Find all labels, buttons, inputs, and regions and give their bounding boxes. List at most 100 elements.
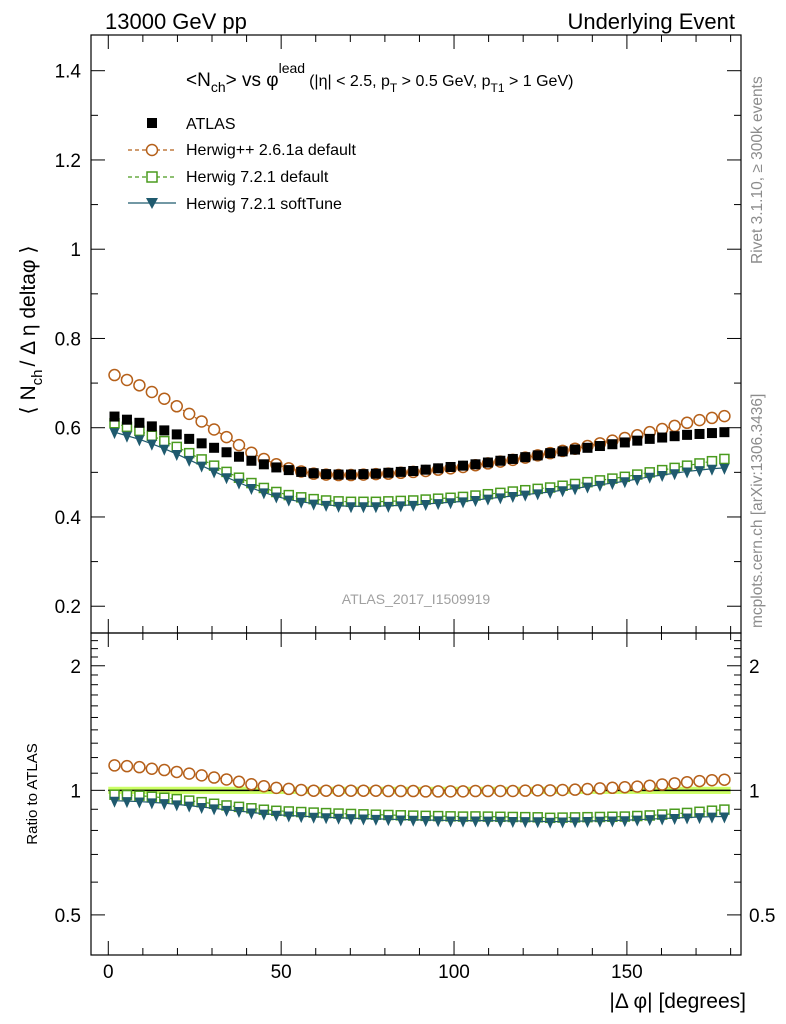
legend-marker-atlas <box>147 118 157 128</box>
data-point-herwigpp <box>158 763 171 777</box>
data-point-atlas <box>433 463 444 474</box>
legend-entry-herwigpp: Herwig++ 2.6.1a default <box>128 142 356 159</box>
plot-title: <Nch> vs φlead(|η| < 2.5, pT > 0.5 GeV, … <box>186 60 573 95</box>
data-point-herwig7-softtune <box>271 810 282 822</box>
data-point-herwig7-softtune <box>619 816 630 828</box>
data-point-herwig7-softtune <box>644 815 655 827</box>
data-point-atlas <box>495 455 506 466</box>
data-point-herwig7-softtune <box>184 801 195 813</box>
data-point-herwig7-softtune <box>520 490 531 502</box>
data-point-herwig7-default <box>159 435 170 447</box>
data-point-herwigpp <box>170 400 183 413</box>
x-tick-label: 150 <box>611 962 643 983</box>
analysis-label: ATLAS_2017_I1509919 <box>342 591 491 607</box>
data-point-atlas <box>333 469 344 480</box>
data-point-herwig7-softtune <box>333 501 344 513</box>
data-point-herwigpp <box>195 415 208 428</box>
data-point-herwig7-softtune <box>557 817 568 829</box>
data-point-atlas <box>271 462 282 473</box>
data-point-herwig7-softtune <box>507 816 518 828</box>
data-point-herwig7-softtune <box>433 816 444 828</box>
x-axis-label: |Δ φ| [degrees] <box>609 990 746 1013</box>
data-point-herwig7-softtune <box>507 491 518 503</box>
data-point-herwig7-softtune <box>283 811 294 823</box>
data-point-herwigpp <box>419 785 432 798</box>
data-point-herwigpp <box>382 784 395 798</box>
data-point-herwig7-softtune <box>607 479 618 491</box>
data-point-herwig7-softtune <box>246 808 257 820</box>
data-point-herwigpp <box>220 430 233 444</box>
data-point-herwig7-softtune <box>184 455 195 467</box>
data-point-atlas <box>159 425 170 436</box>
data-point-herwig7-softtune <box>682 813 693 825</box>
data-point-herwig7-softtune <box>121 797 132 809</box>
data-point-herwig7-softtune <box>545 817 556 829</box>
data-point-herwig7-softtune <box>482 816 493 828</box>
data-point-herwig7-softtune <box>706 464 717 476</box>
data-point-atlas <box>694 428 705 439</box>
data-point-herwig7-softtune <box>109 796 120 808</box>
data-point-herwigpp <box>133 760 146 774</box>
data-point-herwig7-softtune <box>408 815 419 827</box>
data-point-herwig7-softtune <box>171 800 182 812</box>
data-point-herwig7-softtune <box>445 498 456 510</box>
data-point-herwig7-softtune <box>582 816 593 828</box>
data-point-herwig7-softtune <box>146 439 157 451</box>
y-tick-label-ratio-left: 2 <box>70 657 81 678</box>
data-point-herwig7-softtune <box>632 815 643 827</box>
data-point-herwigpp <box>668 419 681 433</box>
data-point-atlas <box>395 466 406 477</box>
data-point-herwigpp <box>232 775 246 789</box>
header-left: 13000 GeV pp <box>105 9 247 34</box>
data-point-atlas <box>482 457 493 468</box>
data-point-herwigpp <box>257 779 271 793</box>
data-point-herwig7-softtune <box>719 463 730 475</box>
data-point-herwigpp <box>394 784 408 798</box>
data-point-herwig7-softtune <box>346 502 356 514</box>
data-point-herwig7-default <box>146 430 158 441</box>
data-point-herwig7-softtune <box>570 817 581 829</box>
data-point-herwig7-softtune <box>221 473 232 485</box>
data-point-herwigpp <box>643 779 656 792</box>
data-point-herwigpp <box>406 784 420 798</box>
data-point-herwig7-softtune <box>134 797 145 809</box>
data-point-atlas <box>283 465 294 476</box>
data-point-atlas <box>532 450 543 461</box>
y-tick-label-main: 1 <box>70 240 81 261</box>
data-point-herwigpp <box>705 773 719 787</box>
data-point-atlas <box>520 452 531 463</box>
data-point-herwigpp <box>220 773 233 786</box>
data-point-atlas <box>258 459 269 470</box>
data-point-atlas <box>669 431 680 442</box>
data-point-herwigpp <box>680 775 694 789</box>
data-point-herwig7-softtune <box>246 483 257 495</box>
data-point-herwigpp <box>543 784 557 797</box>
data-point-herwig7-softtune <box>358 814 369 826</box>
legend-marker-herwig7-softtune <box>146 198 158 209</box>
data-point-herwig7-softtune <box>296 812 307 824</box>
data-point-atlas <box>545 448 556 459</box>
legend-label-herwig7-default: Herwig 7.2.1 default <box>186 169 329 186</box>
ratio-panel-frame <box>90 632 742 956</box>
data-point-herwig7-softtune <box>719 812 730 824</box>
y-tick-label-main: 0.8 <box>55 329 81 350</box>
data-point-herwigpp <box>494 784 507 798</box>
data-point-herwig7-softtune <box>221 805 232 817</box>
data-point-herwig7-softtune <box>321 813 332 825</box>
data-point-herwig7-softtune <box>395 501 406 513</box>
data-point-herwig7-softtune <box>644 472 655 484</box>
data-point-herwig7-softtune <box>669 469 680 481</box>
data-point-herwigpp <box>444 785 457 798</box>
data-point-herwig7-softtune <box>159 799 170 811</box>
mcplots-reference-label: mcplots.cern.ch [arXiv:1306.3436] <box>749 394 766 628</box>
x-tick-label: 0 <box>103 962 114 983</box>
y-tick-label-ratio-right: 2 <box>749 657 760 678</box>
data-point-herwigpp <box>519 784 532 797</box>
x-tick-label: 100 <box>438 962 470 983</box>
data-point-herwig7-softtune <box>146 798 157 810</box>
data-point-herwig7-softtune <box>682 467 693 479</box>
data-point-atlas <box>632 435 643 446</box>
data-point-herwigpp <box>207 423 221 436</box>
data-point-atlas <box>594 441 605 452</box>
